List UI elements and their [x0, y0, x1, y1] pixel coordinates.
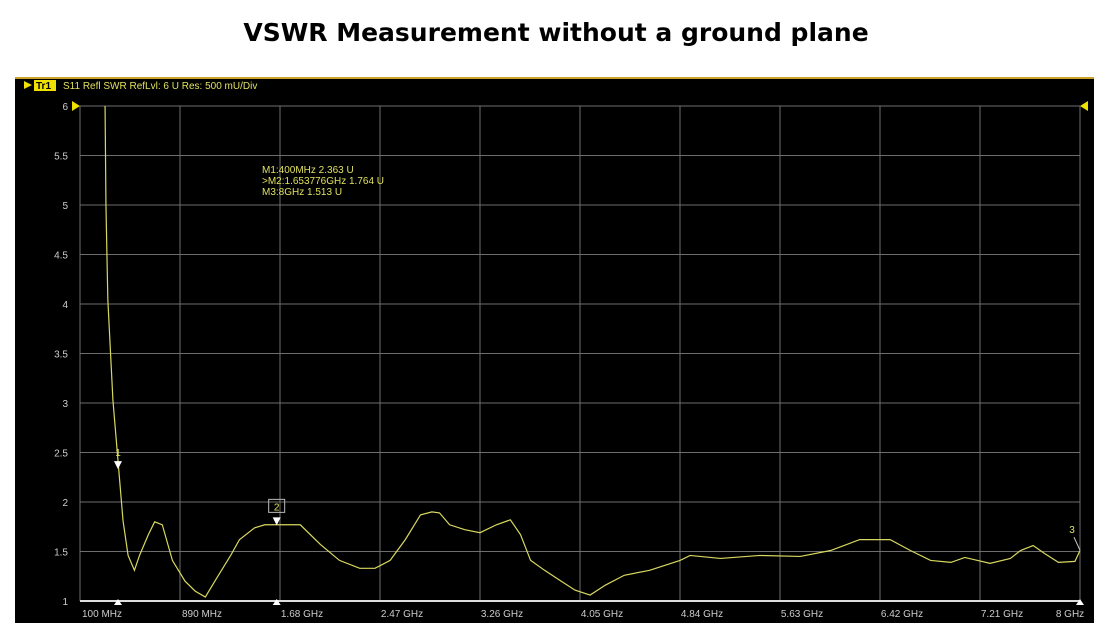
y-tick-label: 4 — [62, 300, 68, 311]
x-tick-label: 5.63 GHz — [781, 609, 823, 620]
marker-label: 1 — [115, 448, 121, 459]
marker-down-icon — [272, 517, 281, 526]
x-tick-label: 7.21 GHz — [981, 609, 1023, 620]
y-tick-label: 3.5 — [54, 350, 68, 361]
marker-axis-triangle-icon — [113, 599, 122, 605]
trace-label: Tr1 — [36, 81, 51, 92]
y-tick-label: 5 — [62, 201, 68, 212]
x-tick-label: 890 MHz — [182, 609, 222, 620]
x-tick-label: 1.68 GHz — [281, 609, 323, 620]
marker-down-icon — [113, 461, 122, 470]
analyzer-display — [15, 77, 1094, 623]
y-tick-label: 3 — [62, 399, 68, 410]
y-tick-label: 1.5 — [54, 548, 68, 559]
ref-level-right-icon — [1080, 101, 1088, 111]
marker-label: 3 — [1069, 525, 1075, 536]
y-tick-label: 2.5 — [54, 449, 68, 460]
x-tick-label: 100 MHz — [82, 609, 122, 620]
x-tick-label: 6.42 GHz — [881, 609, 923, 620]
trace-arrow-icon — [24, 81, 32, 89]
y-tick-label: 6 — [62, 102, 68, 113]
y-tick-label: 1 — [62, 597, 68, 608]
chart-title: VSWR Measurement without a ground plane — [243, 18, 869, 47]
marker-readout-line: M3:8GHz 1.513 U — [262, 187, 342, 198]
x-tick-label: 2.47 GHz — [381, 609, 423, 620]
x-tick-label: 4.84 GHz — [681, 609, 723, 620]
trace-description: S11 Refl SWR RefLvl: 6 U Res: 500 mU/Div — [63, 81, 257, 92]
marker-box — [268, 498, 286, 513]
marker-axis-triangle-icon — [272, 599, 281, 605]
x-tick-label: 3.26 GHz — [481, 609, 523, 620]
marker-label: 2 — [274, 502, 280, 513]
marker-readout-line: M1:400MHz 2.363 U — [262, 165, 354, 176]
x-tick-label: 8 GHz — [1056, 609, 1084, 620]
marker-axis-triangle-icon — [1076, 599, 1084, 605]
x-tick-label: 4.05 GHz — [581, 609, 623, 620]
trace-badge — [34, 80, 56, 91]
ref-level-left-icon — [72, 101, 80, 111]
y-tick-label: 2 — [62, 498, 68, 509]
marker-pointer — [1073, 537, 1081, 551]
swr-trace — [104, 105, 1081, 598]
y-tick-label: 5.5 — [54, 152, 68, 163]
marker-readout-line: >M2:1.653776GHz 1.764 U — [262, 176, 384, 187]
y-tick-label: 4.5 — [54, 251, 68, 262]
